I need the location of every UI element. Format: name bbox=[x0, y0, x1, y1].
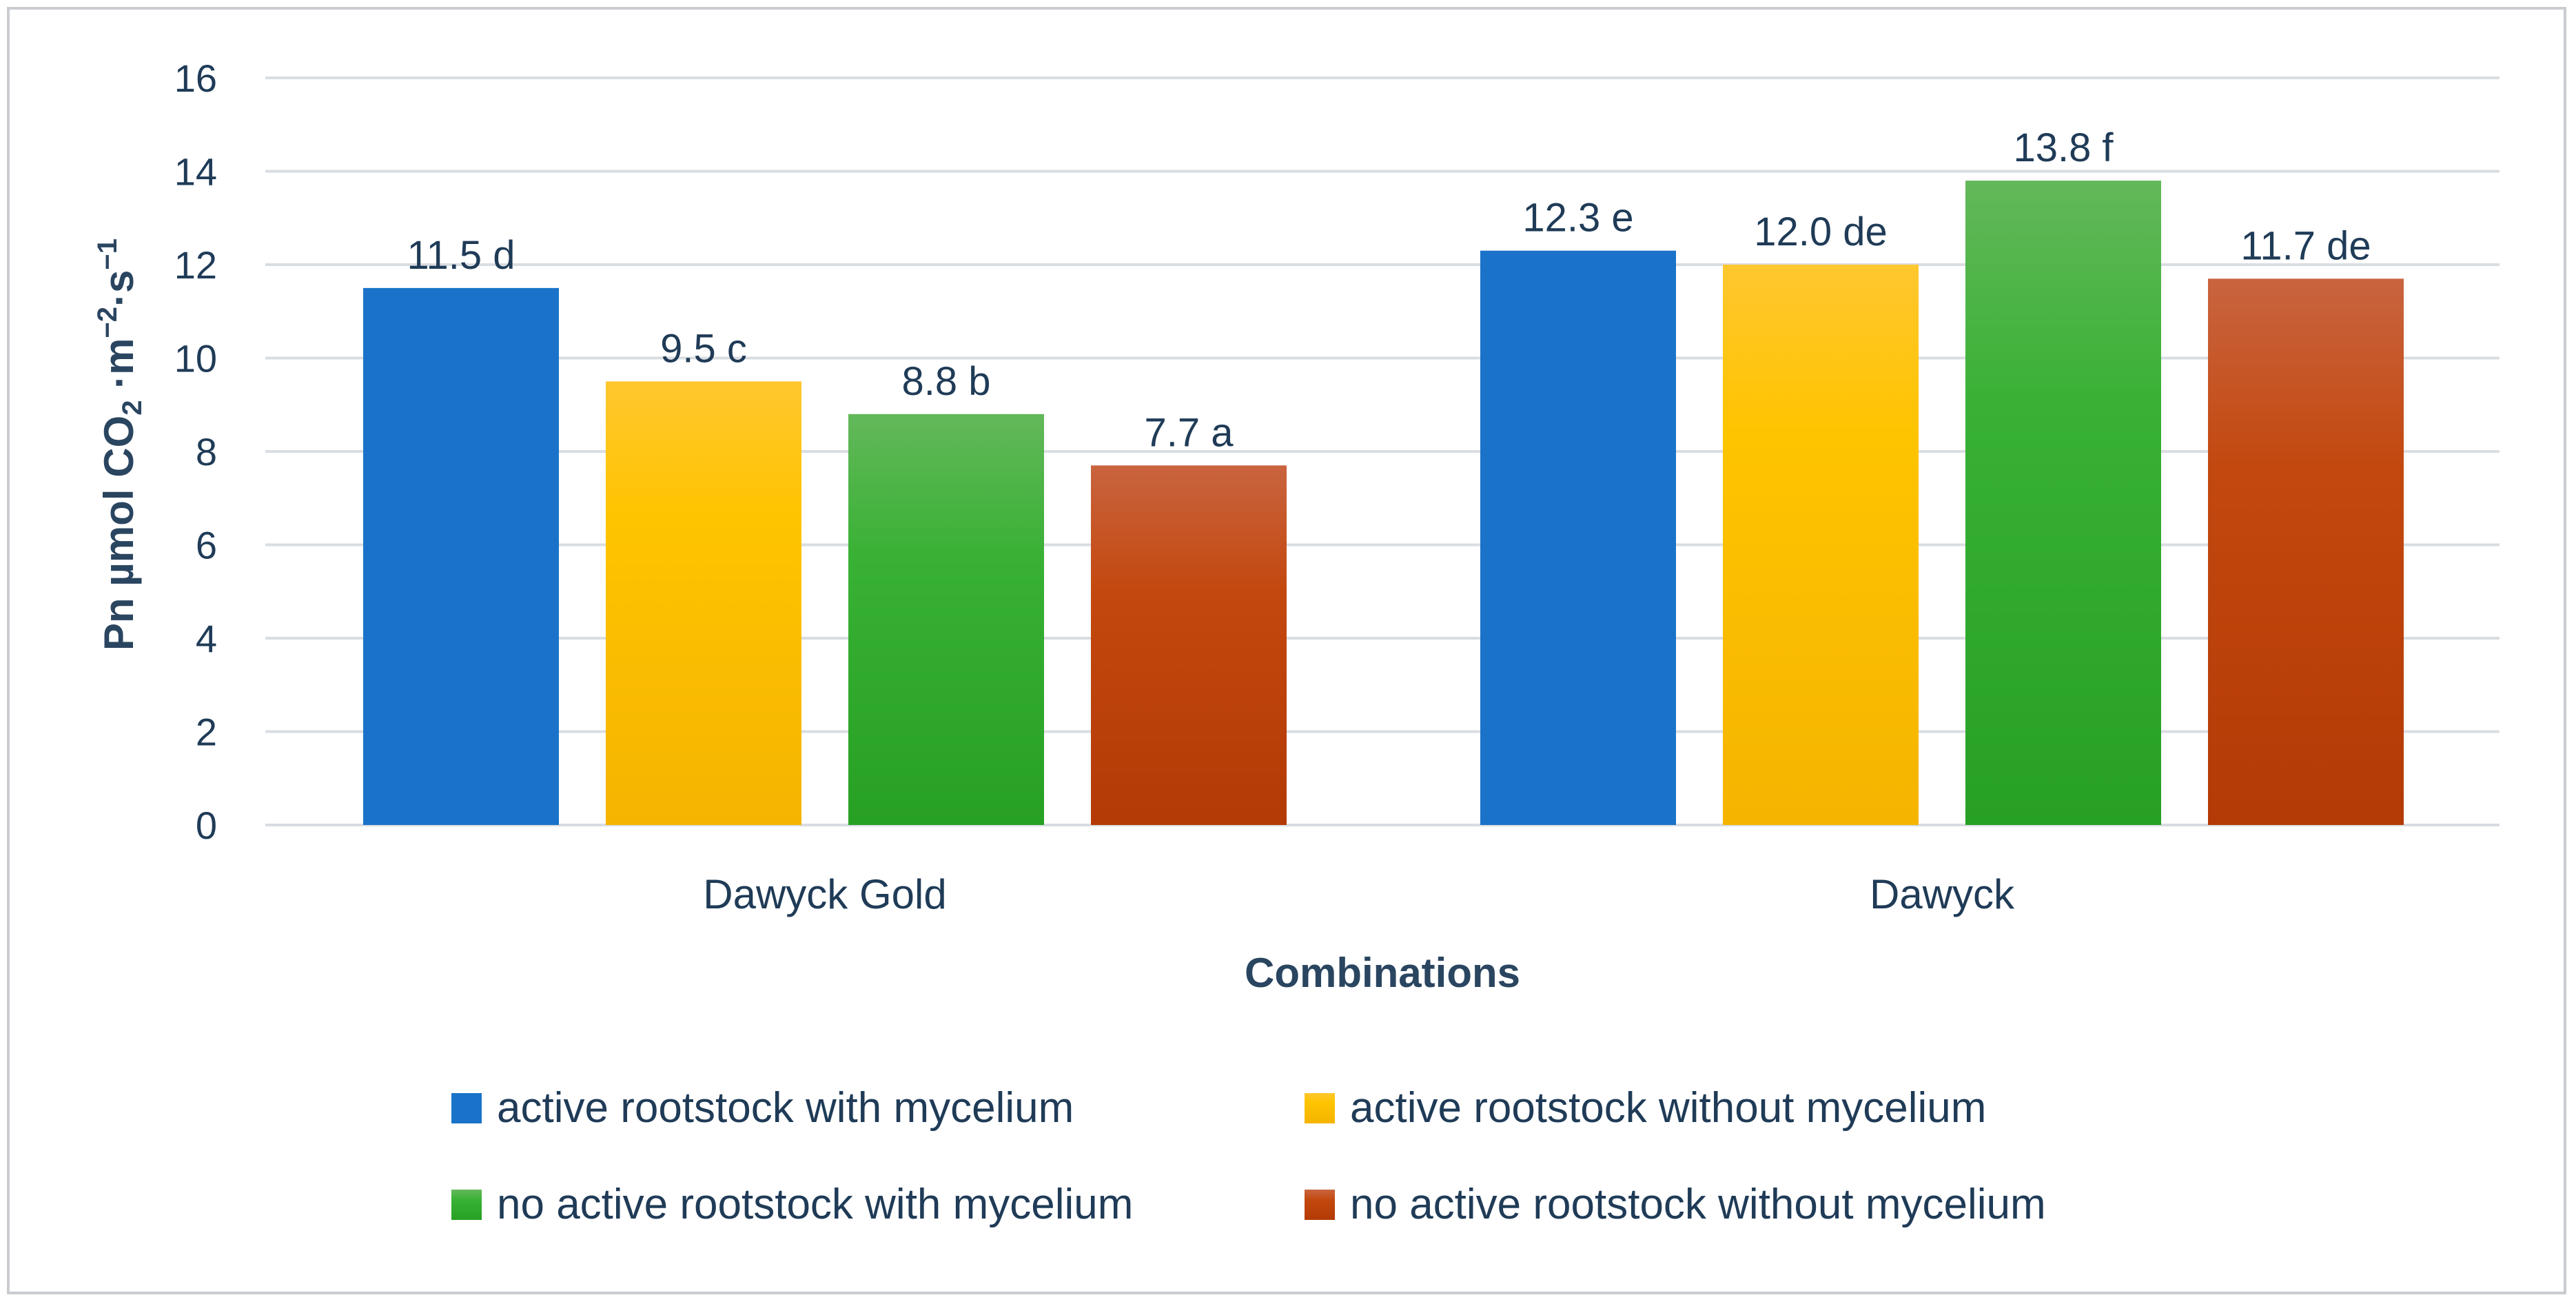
y-axis-ticks: 0 2 4 6 8 10 12 14 16 bbox=[174, 57, 217, 847]
legend-swatch bbox=[1305, 1093, 1335, 1123]
bar bbox=[1723, 265, 1919, 825]
y-tick-label: 8 bbox=[196, 430, 217, 473]
bar bbox=[363, 287, 559, 825]
y-tick-label: 2 bbox=[196, 711, 217, 754]
data-labels: 11.5 d 9.5 c 8.8 b 7.7 a 12.3 e 12.0 de 13.8 f… bbox=[407, 125, 2371, 455]
bar bbox=[1480, 250, 1676, 825]
bar bbox=[1091, 465, 1287, 825]
category-label: Dawyck Gold bbox=[703, 871, 946, 917]
data-label: 9.5 c bbox=[660, 326, 747, 371]
bar bbox=[606, 381, 801, 825]
y-tick-label: 10 bbox=[174, 337, 217, 380]
y-tick-label: 16 bbox=[174, 57, 217, 100]
gridlines bbox=[265, 77, 2500, 826]
bars bbox=[363, 181, 2404, 825]
x-axis-title: Combinations bbox=[1245, 950, 1520, 996]
data-label: 11.5 d bbox=[407, 233, 515, 278]
category-label: Dawyck bbox=[1870, 871, 2015, 917]
bar bbox=[1965, 181, 2161, 825]
data-label: 12.3 e bbox=[1522, 196, 1633, 241]
bar bbox=[2208, 278, 2404, 825]
data-label: 8.8 b bbox=[902, 359, 991, 404]
data-label: 7.7 a bbox=[1145, 410, 1234, 455]
legend: active rootstock with mycelium active roo… bbox=[451, 1084, 2046, 1228]
y-tick-label: 14 bbox=[174, 150, 217, 194]
y-axis-title: Pn µmol CO2 ·m−2·s−1 bbox=[92, 238, 147, 651]
y-tick-label: 12 bbox=[174, 243, 217, 287]
legend-label: active rootstock with mycelium bbox=[497, 1084, 1074, 1132]
legend-swatch bbox=[451, 1093, 482, 1123]
legend-swatch bbox=[1305, 1190, 1335, 1220]
y-tick-label: 4 bbox=[196, 617, 217, 660]
bar bbox=[848, 414, 1044, 825]
y-tick-label: 6 bbox=[196, 524, 217, 567]
y-tick-label: 0 bbox=[196, 804, 217, 847]
data-label: 13.8 f bbox=[2013, 125, 2114, 170]
legend-swatch bbox=[451, 1190, 482, 1220]
legend-label: no active rootstock with mycelium bbox=[497, 1181, 1133, 1228]
legend-label: active rootstock without mycelium bbox=[1350, 1084, 1986, 1132]
x-axis-categories: Dawyck Gold Dawyck bbox=[703, 871, 2015, 917]
data-label: 11.7 de bbox=[2240, 223, 2371, 268]
data-label: 12.0 de bbox=[1754, 210, 1888, 254]
legend-label: no active rootstock without mycelium bbox=[1350, 1181, 2046, 1228]
